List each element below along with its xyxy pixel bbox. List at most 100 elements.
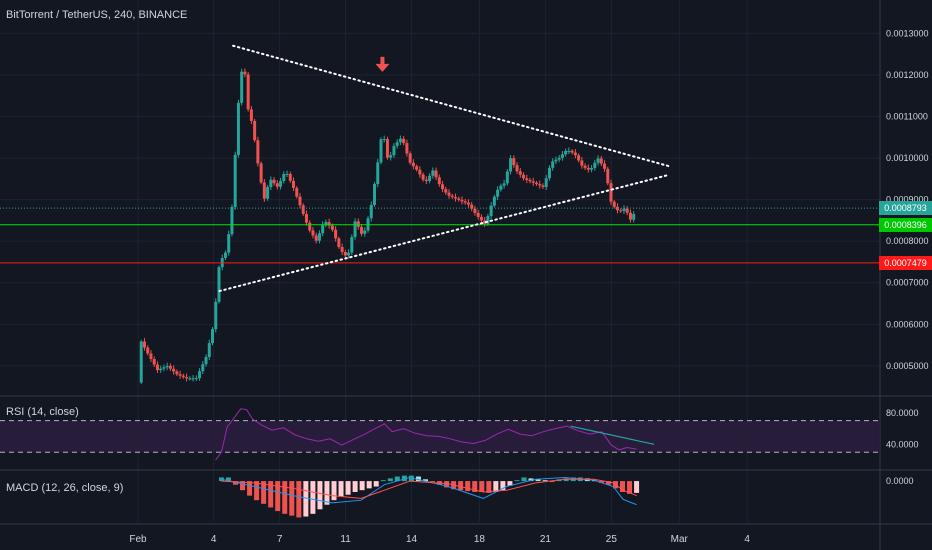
candle-body xyxy=(198,371,202,379)
macd-histogram-bar xyxy=(324,481,330,505)
candle-body xyxy=(363,230,367,234)
chart-title: BitTorrent / TetherUS, 240, BINANCE xyxy=(6,9,188,21)
candle-body xyxy=(175,371,179,375)
candle-body xyxy=(327,222,331,226)
candle-body xyxy=(463,201,467,203)
candle-body xyxy=(298,196,302,206)
macd-histogram-bar xyxy=(303,481,309,517)
candle-body xyxy=(560,154,564,158)
macd-histogram-bar xyxy=(275,481,281,512)
macd-histogram-bar xyxy=(634,481,640,493)
candle-body xyxy=(314,235,318,241)
price-tick-label: 0.0008000 xyxy=(886,236,929,246)
price-tick-label: 0.0007000 xyxy=(886,278,929,288)
candle-body xyxy=(165,365,169,368)
candle-body xyxy=(441,184,445,190)
candle-body xyxy=(337,238,341,248)
price-tick-label: 0.0006000 xyxy=(886,319,929,329)
candle-body xyxy=(159,368,163,371)
candle-body xyxy=(373,184,377,205)
candle-body xyxy=(541,185,545,187)
candle-body xyxy=(330,225,334,230)
macd-histogram-bar xyxy=(542,480,548,482)
candle-body xyxy=(570,150,574,153)
candle-body xyxy=(547,167,551,179)
candle-body xyxy=(168,365,172,369)
candle-body xyxy=(599,158,603,164)
macd-histogram-bar xyxy=(317,481,323,510)
candle-body xyxy=(356,221,360,227)
macd-histogram-bar xyxy=(240,481,246,491)
candle-body xyxy=(301,205,305,214)
macd-histogram-bar xyxy=(500,481,506,491)
macd-histogram-bar xyxy=(296,481,302,518)
candle-body xyxy=(603,163,607,169)
candle-body xyxy=(285,173,289,175)
candle-body xyxy=(369,204,373,219)
candle-body xyxy=(551,161,555,168)
macd-histogram-bar xyxy=(605,481,611,485)
arrow-marker-head xyxy=(375,63,390,72)
macd-histogram-bar xyxy=(535,479,541,482)
candle-body xyxy=(444,189,448,193)
macd-histogram-bar xyxy=(422,479,428,482)
candle-body xyxy=(496,189,500,197)
candle-body xyxy=(347,252,351,256)
rsi-trendline xyxy=(570,425,655,445)
price-tick-label: 0.0010000 xyxy=(886,153,929,163)
macd-histogram-bar xyxy=(514,480,520,482)
candle-body xyxy=(460,199,464,202)
candle-body xyxy=(227,234,231,253)
price-tick-label: 0.0013000 xyxy=(886,28,929,38)
candle-body xyxy=(343,251,347,256)
candle-body xyxy=(230,206,234,235)
rsi-label: RSI (14, close) xyxy=(6,406,79,418)
macd-histogram-bar xyxy=(521,477,527,482)
macd-histogram-bar xyxy=(373,481,379,487)
candle-body xyxy=(194,378,198,380)
candle-body xyxy=(583,165,587,168)
candle-body xyxy=(457,198,461,200)
macd-histogram-bar xyxy=(247,481,253,496)
candle-body xyxy=(518,171,522,175)
macd-histogram-bar xyxy=(289,481,295,516)
macd-histogram-bar xyxy=(387,478,393,482)
price-tick-label: 0.0005000 xyxy=(886,361,929,371)
candle-body xyxy=(155,364,159,371)
macd-signal-line xyxy=(221,478,637,499)
candle-body xyxy=(272,179,276,184)
candle-body xyxy=(434,170,438,178)
candle-body xyxy=(353,221,357,238)
macd-histogram-bar xyxy=(465,481,471,492)
macd-histogram-bar xyxy=(282,481,288,514)
price-tag-red-level: 0.0007479 xyxy=(879,255,932,270)
macd-histogram-bar xyxy=(627,481,633,494)
price-tag-current: 0.0008793 xyxy=(879,201,932,216)
candle-body xyxy=(424,179,428,181)
candle-body xyxy=(217,267,221,302)
candle-body xyxy=(525,178,529,180)
candle-body xyxy=(181,375,185,378)
candle-body xyxy=(236,102,240,155)
candle-body xyxy=(612,201,616,207)
candle-body xyxy=(454,197,458,199)
candle-body xyxy=(473,208,477,213)
candle-body xyxy=(398,138,402,143)
candle-body xyxy=(402,138,406,144)
candle-body xyxy=(567,150,571,152)
candle-body xyxy=(625,208,629,213)
candle-body xyxy=(554,159,558,162)
candle-body xyxy=(489,205,493,217)
candle-body xyxy=(253,120,257,141)
candle-body xyxy=(628,212,632,220)
candle-body xyxy=(531,181,535,183)
macd-histogram-bar xyxy=(261,481,267,504)
macd-histogram-bar xyxy=(268,481,274,508)
candle-body xyxy=(609,183,613,202)
candle-body xyxy=(392,145,396,156)
candle-body xyxy=(162,367,166,369)
rsi-line xyxy=(215,408,637,461)
candle-body xyxy=(415,166,419,170)
macd-histogram-bar xyxy=(380,480,386,482)
